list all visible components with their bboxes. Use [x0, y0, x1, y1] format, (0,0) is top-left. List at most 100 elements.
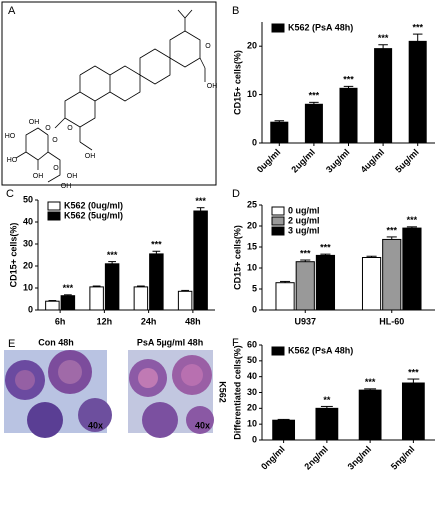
significance: ***: [320, 243, 331, 253]
bar: [408, 40, 427, 144]
atom-label: OH: [29, 119, 40, 126]
bar: [60, 295, 76, 311]
legend-label: 2 ug/ml: [288, 215, 320, 225]
significance: ***: [151, 240, 162, 250]
x-tick-label: 4ug/ml: [359, 147, 387, 175]
y-axis-label: Differentiated cells(%): [232, 345, 242, 440]
atom-label: O: [205, 43, 211, 50]
legend-label: 0 ug/ml: [288, 205, 320, 215]
bar: [177, 290, 193, 311]
atom-label: HO: [5, 133, 16, 140]
bar: [402, 227, 422, 311]
y-tick-label: 60: [247, 339, 257, 349]
x-tick-label: 2ng/ml: [302, 444, 330, 472]
bar: [315, 407, 339, 441]
x-tick-label: 12h: [97, 316, 113, 326]
y-tick-label: 20: [247, 220, 257, 230]
y-tick-label: 30: [23, 238, 33, 248]
bar: [304, 103, 323, 144]
legend-label: 3 ug/ml: [288, 225, 320, 235]
x-tick-label: U937: [294, 316, 316, 326]
y-tick-label: 0: [252, 434, 257, 444]
atom-label: O: [53, 165, 59, 172]
legend-swatch: [47, 201, 61, 211]
significance: ***: [309, 91, 320, 101]
panel-letter: D: [232, 188, 240, 200]
bar: [193, 210, 208, 311]
bar: [315, 254, 336, 311]
significance: ***: [407, 215, 418, 225]
significance: ***: [195, 196, 206, 206]
y-tick-label: 15: [247, 241, 257, 251]
bar: [339, 87, 358, 144]
panel-letter: A: [8, 5, 16, 17]
y-tick-label: 30: [247, 387, 257, 397]
bar: [382, 238, 402, 311]
significance: ***: [378, 33, 389, 43]
y-tick-label: 10: [247, 419, 257, 429]
significance: ***: [300, 248, 311, 258]
legend-label: K562 (PsA 48h): [288, 22, 353, 32]
bar: [45, 300, 60, 311]
image-caption: Con 48h: [38, 337, 74, 347]
bar: [361, 257, 382, 311]
significance: ***: [107, 250, 118, 260]
y-tick-label: 0: [252, 304, 257, 314]
atom-label: OH: [207, 83, 218, 90]
structure-frame: [1, 1, 217, 186]
x-tick-label: 5ug/ml: [393, 147, 421, 175]
x-tick-label: 3ng/ml: [346, 444, 374, 472]
y-tick-label: 10: [247, 262, 257, 272]
x-tick-label: 0ng/ml: [259, 444, 287, 472]
micrograph: [4, 350, 112, 438]
significance: ***: [343, 75, 354, 85]
atom-label: O: [45, 125, 51, 132]
legend-swatch: [271, 346, 285, 356]
y-tick-label: 50: [23, 194, 33, 204]
y-tick-label: 10: [23, 282, 33, 292]
y-tick-label: 0: [28, 304, 33, 314]
legend-swatch: [271, 206, 285, 216]
x-tick-label: 48h: [185, 316, 201, 326]
y-axis-label: CD15+ cells(%): [8, 223, 18, 288]
bar: [358, 389, 382, 441]
bar: [270, 121, 289, 144]
y-tick-label: 0: [252, 137, 257, 147]
magnification: 40x: [88, 420, 103, 430]
bar: [401, 382, 425, 441]
cell-line-label: K562: [218, 381, 228, 403]
y-tick-label: 5: [252, 283, 257, 293]
significance: ***: [386, 225, 397, 235]
x-tick-label: 6h: [55, 316, 66, 326]
atom-label: O: [67, 125, 73, 132]
legend-label: K562 (0ug/ml): [64, 200, 123, 210]
significance: ***: [63, 283, 74, 293]
panel-letter: F: [232, 337, 239, 349]
bar: [374, 48, 393, 144]
micrograph: [128, 350, 214, 438]
x-tick-label: 0ug/ml: [255, 147, 283, 175]
atom-label: HO: [7, 157, 18, 164]
atom-label: O: [52, 137, 58, 144]
y-axis-label: CD15+ cells(%): [232, 225, 242, 290]
x-tick-label: 5ng/ml: [389, 444, 417, 472]
x-tick-label: HL-60: [379, 316, 404, 326]
panel-letter: B: [232, 5, 239, 17]
panel-letter: E: [8, 338, 15, 350]
bar: [272, 419, 296, 441]
atom-label: OH: [61, 183, 72, 190]
significance: ***: [412, 22, 423, 32]
y-axis-label: CD15+ cells(%): [232, 50, 242, 115]
legend-label: K562 (5ug/ml): [64, 210, 123, 220]
atom-label: OH: [85, 153, 96, 160]
y-tick-label: 50: [247, 355, 257, 365]
panel-letter: C: [6, 188, 14, 200]
structure-bonds: [15, 9, 206, 183]
x-tick-label: 3ug/ml: [324, 147, 352, 175]
significance: ***: [365, 377, 376, 387]
x-tick-label: 24h: [141, 316, 157, 326]
legend-label: K562 (PsA 48h): [288, 345, 353, 355]
legend-swatch: [271, 23, 285, 33]
